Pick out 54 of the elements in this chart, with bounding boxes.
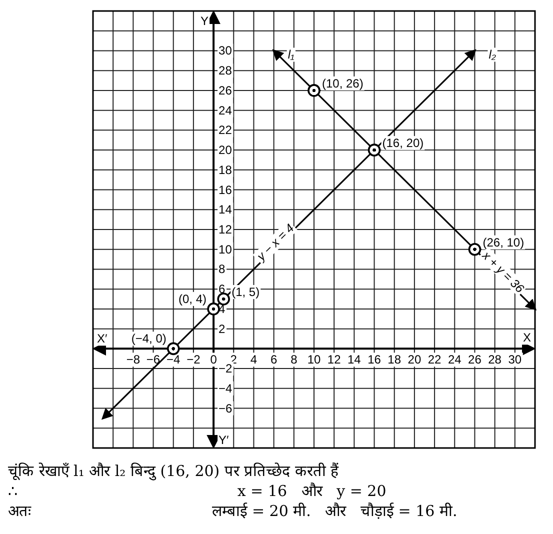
y-tick-label: 16 — [218, 182, 232, 197]
x-tick-label: 28 — [488, 352, 502, 367]
y-tick-label: 18 — [218, 162, 232, 177]
y-tick-label: 4 — [218, 302, 226, 316]
x-tick-label: 20 — [408, 352, 422, 367]
x-tick-label: 0 — [210, 352, 218, 367]
y-tick-label: 8 — [218, 262, 226, 276]
y-tick-label: 14 — [218, 202, 232, 217]
x-tick-label: 8 — [290, 352, 298, 367]
x-tick-label: 30 — [508, 352, 522, 367]
series-label: l₁ — [288, 48, 294, 62]
x-tick-label: 4 — [250, 352, 258, 367]
annotation: X′ — [97, 332, 108, 346]
y-axis-title: Y — [200, 14, 209, 28]
y-tick-label: 22 — [218, 123, 232, 138]
x-tick-label: −2 — [186, 352, 201, 367]
annotation: (16, 20) — [382, 136, 424, 150]
text: चूंकि रेखाएँ l₁ और l₂ बिन्दु (16, 20) पर प्रतिच्छेद करती हैं — [8, 462, 340, 481]
y-tick-label: 10 — [218, 242, 232, 256]
annotation: (26, 10) — [482, 235, 524, 250]
annotation: (0, 4) — [178, 292, 207, 306]
y-tick-label: 12 — [218, 222, 232, 236]
x-tick-label: 18 — [388, 352, 402, 367]
y-tick-label: 20 — [218, 143, 232, 158]
x-tick-label: 22 — [428, 352, 442, 367]
x-tick-label: −8 — [126, 352, 140, 367]
x-tick-label: 16 — [368, 352, 382, 367]
y-tick-label: 28 — [218, 64, 232, 78]
annotation: y − x = 4 — [253, 220, 297, 264]
x-tick-label: 14 — [348, 352, 362, 367]
x-tick-label: 26 — [468, 352, 482, 367]
y-tick-label: −2 — [218, 362, 233, 376]
y-tick-label: 24 — [218, 103, 232, 118]
annotation: (10, 26) — [322, 76, 364, 90]
x-tick-label: 24 — [448, 352, 462, 367]
x-tick-label: 12 — [327, 352, 342, 367]
text: ∴ x = 16 और y = 20 — [8, 482, 386, 500]
y-tick-label: 30 — [218, 44, 232, 58]
x-axis-title: X — [522, 330, 531, 345]
x-tick-label: 6 — [270, 352, 278, 367]
y-tick-label: −4 — [218, 381, 233, 396]
x-tick-label: 10 — [307, 352, 321, 367]
y-tick-label: 26 — [218, 83, 232, 98]
text: अतः लम्बाई = 20 मी. और चौड़ाई = 16 मी. — [8, 502, 458, 520]
annotation: (−4, 0) — [131, 332, 166, 346]
annotation: (1, 5) — [232, 285, 260, 300]
y-tick-label: 2 — [218, 322, 226, 336]
annotation: x + y = 36 — [478, 248, 528, 296]
x-tick-label: −4 — [166, 352, 181, 367]
x-tick-label: −6 — [146, 352, 160, 367]
series-label: l₂ — [488, 48, 496, 62]
annotation: Y′ — [218, 433, 230, 447]
y-tick-label: 6 — [218, 282, 226, 296]
y-tick-label: −6 — [218, 401, 233, 416]
